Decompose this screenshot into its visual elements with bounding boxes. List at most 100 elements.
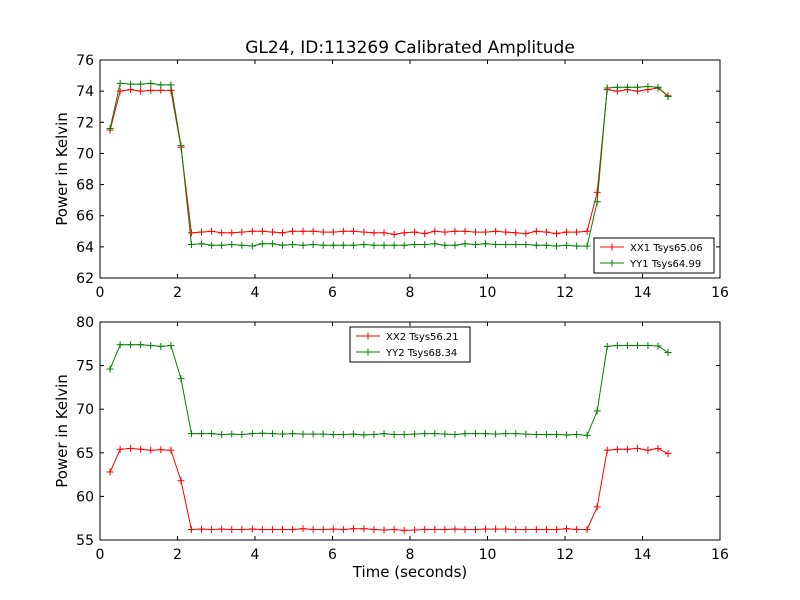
data-point bbox=[329, 430, 337, 438]
data-point bbox=[339, 227, 347, 235]
y-tick-label: 64 bbox=[76, 240, 94, 256]
legend-entry: XX1 Tsys65.06 bbox=[600, 243, 703, 254]
data-point bbox=[421, 430, 429, 438]
data-point bbox=[502, 430, 510, 438]
x-tick-label: 8 bbox=[406, 547, 415, 563]
data-point bbox=[552, 242, 560, 250]
y-tick-label: 70 bbox=[76, 146, 94, 162]
data-point bbox=[532, 241, 540, 249]
data-point bbox=[238, 241, 246, 249]
data-point bbox=[360, 241, 368, 249]
x-tick-label: 16 bbox=[711, 285, 729, 301]
data-point bbox=[380, 229, 388, 237]
data-point bbox=[248, 242, 256, 250]
data-point bbox=[116, 79, 124, 87]
data-point bbox=[451, 525, 459, 533]
data-point bbox=[299, 227, 307, 235]
data-point bbox=[512, 526, 520, 534]
data-point bbox=[552, 430, 560, 438]
x-tick-label: 4 bbox=[251, 285, 260, 301]
data-point bbox=[563, 525, 571, 533]
data-point bbox=[106, 125, 114, 133]
data-point bbox=[258, 240, 266, 248]
data-point bbox=[380, 526, 388, 534]
y-tick-label: 65 bbox=[76, 446, 94, 462]
data-point bbox=[319, 228, 327, 236]
x-axis-label: Time (seconds) bbox=[352, 563, 468, 581]
data-point bbox=[431, 430, 439, 438]
data-point bbox=[441, 526, 449, 534]
data-point bbox=[319, 241, 327, 249]
top-legend: XX1 Tsys65.06 YY1 Tsys64.99 bbox=[593, 237, 715, 274]
data-point bbox=[228, 526, 236, 534]
data-point bbox=[187, 241, 195, 249]
data-point bbox=[654, 342, 662, 350]
y-tick-label: 72 bbox=[76, 115, 94, 131]
data-point bbox=[542, 526, 550, 534]
legend-label: XX1 Tsys65.06 bbox=[630, 243, 703, 254]
data-point bbox=[127, 80, 135, 88]
data-point bbox=[279, 526, 287, 534]
data-point bbox=[522, 430, 530, 438]
data-point bbox=[583, 227, 591, 235]
bottom-legend: XX2 Tsys56.21 YY2 Tsys68.34 bbox=[349, 326, 471, 363]
data-point bbox=[482, 228, 490, 236]
data-point bbox=[177, 375, 185, 383]
data-point bbox=[471, 430, 479, 438]
data-point bbox=[258, 227, 266, 235]
data-point bbox=[542, 228, 550, 236]
data-point bbox=[268, 430, 276, 438]
x-tick-label: 0 bbox=[96, 285, 105, 301]
x-tick-label: 12 bbox=[556, 285, 574, 301]
data-point bbox=[349, 525, 357, 533]
bottom-legend-box bbox=[349, 326, 471, 363]
x-tick-label: 8 bbox=[406, 285, 415, 301]
data-point bbox=[492, 241, 500, 249]
data-point bbox=[431, 526, 439, 534]
data-point bbox=[563, 228, 571, 236]
data-point bbox=[248, 430, 256, 438]
data-point bbox=[329, 241, 337, 249]
x-tick-label: 14 bbox=[634, 547, 652, 563]
data-point bbox=[289, 430, 297, 438]
data-point bbox=[309, 227, 317, 235]
data-point bbox=[198, 228, 206, 236]
data-point bbox=[593, 188, 601, 196]
data-point bbox=[380, 241, 388, 249]
data-point bbox=[573, 242, 581, 250]
data-point bbox=[279, 241, 287, 249]
bottom-y-ticks: 55 60 65 70 75 80 bbox=[76, 315, 720, 549]
data-point bbox=[451, 227, 459, 235]
data-point bbox=[339, 430, 347, 438]
data-point bbox=[431, 227, 439, 235]
data-point bbox=[238, 430, 246, 438]
data-point bbox=[644, 342, 652, 350]
data-point bbox=[137, 341, 145, 349]
bottom-x-ticks: 0 2 4 6 8 10 12 14 16 bbox=[96, 322, 729, 563]
data-point bbox=[228, 241, 236, 249]
data-point bbox=[268, 526, 276, 534]
data-point bbox=[106, 365, 114, 373]
data-point bbox=[309, 526, 317, 534]
data-point bbox=[451, 241, 459, 249]
data-point bbox=[218, 525, 226, 533]
data-point bbox=[289, 241, 297, 249]
data-point bbox=[492, 227, 500, 235]
data-point bbox=[573, 526, 581, 534]
data-point bbox=[623, 83, 631, 91]
data-point bbox=[451, 430, 459, 438]
data-point bbox=[370, 229, 378, 237]
data-point bbox=[400, 526, 408, 534]
top-x-ticks: 0 2 4 6 8 10 12 14 16 bbox=[96, 60, 729, 301]
y-tick-label: 55 bbox=[76, 533, 94, 549]
data-point bbox=[319, 526, 327, 534]
data-point bbox=[482, 430, 490, 438]
data-point bbox=[329, 525, 337, 533]
data-point bbox=[583, 242, 591, 250]
data-point bbox=[522, 241, 530, 249]
data-point bbox=[349, 241, 357, 249]
data-point bbox=[370, 526, 378, 534]
data-point bbox=[502, 241, 510, 249]
data-point bbox=[532, 430, 540, 438]
data-point bbox=[583, 526, 591, 534]
